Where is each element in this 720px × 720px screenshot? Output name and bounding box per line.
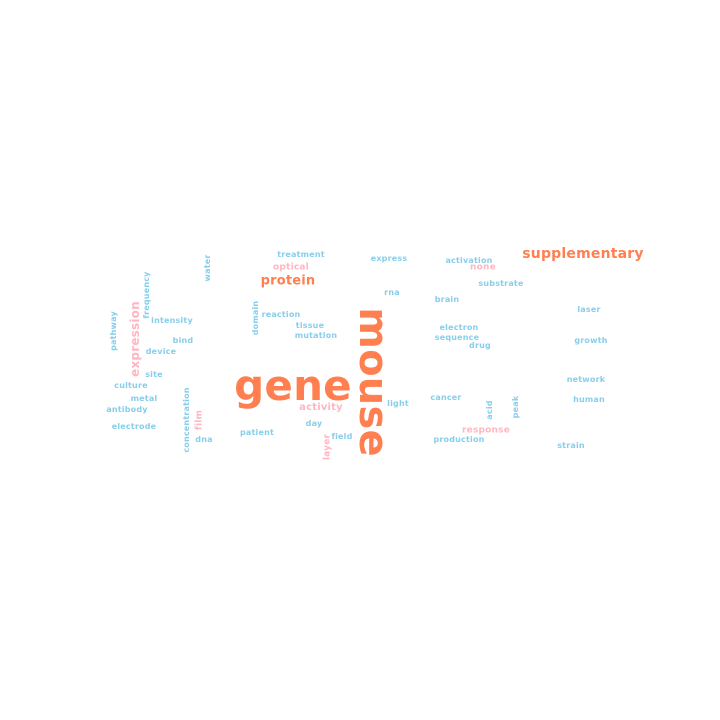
word-human: human (573, 395, 605, 404)
word-growth: growth (574, 336, 608, 345)
word-patient: patient (239, 428, 275, 437)
word-light: light (387, 399, 409, 408)
word-sequence: sequence (434, 333, 480, 342)
word-strain: strain (557, 441, 585, 450)
word-pathway: pathway (109, 311, 118, 351)
word-response: response (462, 425, 510, 436)
word-treatment: treatment (277, 250, 325, 259)
word-device: device (145, 347, 177, 356)
word-laser: laser (577, 305, 601, 314)
word-optical: optical (273, 262, 309, 273)
word-network: network (566, 375, 606, 384)
word-cancer: cancer (430, 393, 462, 402)
word-dna: dna (195, 435, 213, 444)
word-film: film (194, 409, 205, 431)
word-site: site (145, 370, 163, 379)
word-reaction: reaction (261, 310, 301, 319)
word-antibody: antibody (106, 405, 148, 414)
word-peak: peak (511, 395, 520, 419)
word-none: none (470, 262, 496, 273)
word-bind: bind (172, 336, 194, 345)
word-electron: electron (439, 323, 479, 332)
word-mutation: mutation (294, 331, 338, 340)
word-substrate: substrate (478, 279, 524, 288)
word-express: express (370, 254, 408, 263)
word-activation: activation (445, 256, 493, 265)
word-water: water (203, 254, 212, 282)
word-electrode: electrode (111, 422, 157, 431)
word-day: day (305, 419, 323, 428)
word-domain: domain (251, 300, 260, 336)
word-brain: brain (434, 295, 460, 304)
word-production: production (433, 435, 485, 444)
word-metal: metal (130, 394, 158, 403)
word-tissue: tissue (295, 321, 325, 330)
word-supplementary: supplementary (522, 246, 644, 262)
word-field: field (331, 432, 353, 441)
word-protein: protein (260, 273, 316, 289)
word-frequency: frequency (142, 271, 151, 319)
word-concentration: concentration (182, 387, 191, 453)
word-rna: rna (384, 288, 400, 297)
word-acid: acid (485, 400, 494, 420)
word-culture: culture (114, 381, 148, 390)
word-mouse: mouse (350, 307, 396, 457)
word-intensity: intensity (151, 316, 193, 325)
word-gene: gene (234, 361, 352, 410)
word-drug: drug (469, 341, 491, 350)
word-expression: expression (128, 301, 142, 377)
word-activity: activity (299, 402, 343, 413)
